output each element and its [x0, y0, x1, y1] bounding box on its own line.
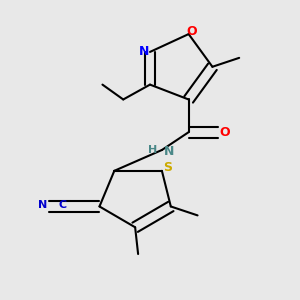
Text: N: N: [38, 200, 48, 210]
Text: O: O: [186, 25, 197, 38]
Text: H: H: [148, 145, 158, 155]
Text: N: N: [139, 45, 149, 58]
Text: C: C: [58, 200, 66, 210]
Text: N: N: [164, 145, 175, 158]
Text: O: O: [219, 126, 230, 139]
Text: S: S: [163, 161, 172, 174]
